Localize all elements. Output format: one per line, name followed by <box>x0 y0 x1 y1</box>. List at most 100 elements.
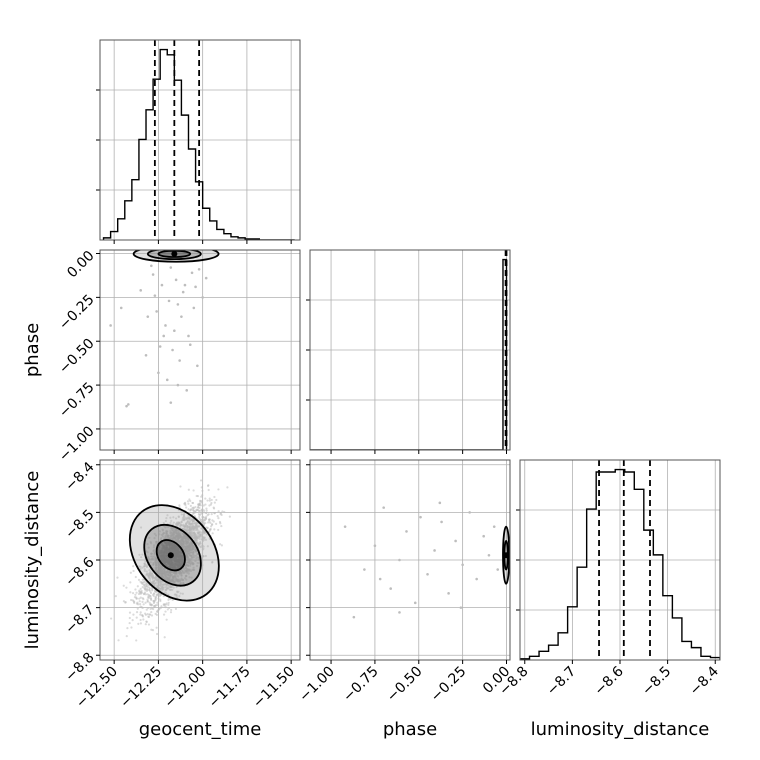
sample-point <box>159 599 162 603</box>
sample-point <box>180 513 183 516</box>
sample-point <box>176 554 179 558</box>
sample-point <box>159 566 162 569</box>
sample-point <box>152 594 156 598</box>
sample-point <box>117 639 120 642</box>
sample-point-24 <box>187 334 190 338</box>
sample-point <box>146 588 149 591</box>
sample-point-8 <box>413 601 417 605</box>
sample-point <box>174 549 177 552</box>
sample-point <box>138 600 141 603</box>
sample-point <box>179 571 182 575</box>
sample-point <box>202 511 206 514</box>
sample-point <box>199 533 202 536</box>
sample-point <box>163 583 166 586</box>
sample-point <box>201 538 205 541</box>
sample-point <box>185 540 188 543</box>
sample-point <box>150 614 154 617</box>
sample-point <box>179 485 182 488</box>
sample-point <box>139 605 142 608</box>
sample-point <box>151 577 154 581</box>
sample-point <box>170 526 173 530</box>
sample-point <box>154 578 157 581</box>
sample-point <box>192 531 195 534</box>
sample-point <box>196 556 199 559</box>
sample-point <box>163 572 166 575</box>
sample-point <box>141 586 144 589</box>
sample-point <box>190 576 193 579</box>
sample-point <box>152 582 155 585</box>
sample-point <box>139 613 142 616</box>
sample-point <box>213 528 216 531</box>
sample-point <box>185 563 188 566</box>
sample-point <box>177 521 181 525</box>
sample-point <box>186 561 190 564</box>
sample-point <box>147 576 150 579</box>
sample-point <box>172 567 175 570</box>
sample-point <box>226 486 229 489</box>
sample-point <box>190 522 193 525</box>
sample-point <box>154 604 157 607</box>
sample-point-15 <box>171 348 174 352</box>
sample-point <box>193 536 197 539</box>
sample-point <box>116 576 119 579</box>
sample-point <box>183 526 187 529</box>
sample-point <box>201 564 204 567</box>
sample-point <box>125 635 128 638</box>
sample-point <box>206 545 209 548</box>
sample-point <box>188 529 191 532</box>
sample-point <box>126 627 129 630</box>
sample-point <box>167 571 170 574</box>
sample-point <box>183 567 186 570</box>
sample-point <box>169 611 173 614</box>
sample-point <box>159 606 162 610</box>
sample-point <box>165 618 168 621</box>
sample-point <box>183 517 186 521</box>
sample-point <box>151 607 154 610</box>
sample-point <box>179 582 183 585</box>
sample-point <box>161 555 164 558</box>
sample-point <box>196 552 199 556</box>
sample-point <box>182 534 185 537</box>
sample-point <box>122 600 126 603</box>
sample-point-7 <box>405 530 408 533</box>
sample-point <box>145 620 148 623</box>
sample-point-3 <box>373 544 377 548</box>
sample-point <box>186 520 189 523</box>
sample-point <box>217 517 220 520</box>
sample-point-11 <box>164 324 167 327</box>
sample-point <box>145 565 148 568</box>
sample-point <box>176 524 179 527</box>
sample-point <box>152 561 155 565</box>
sample-point <box>164 605 167 609</box>
sample-point-18 <box>176 303 180 306</box>
sample-point <box>129 591 132 594</box>
sample-point <box>200 531 203 534</box>
sample-point <box>167 585 170 588</box>
sample-point <box>147 594 151 597</box>
sample-point <box>217 510 220 513</box>
sample-point <box>179 539 182 542</box>
sample-point <box>219 543 222 546</box>
sample-point <box>179 592 182 595</box>
sample-point <box>182 548 185 551</box>
sample-point <box>134 575 137 579</box>
sample-point-35 <box>150 264 153 268</box>
hist-frame-geocent-time <box>99 39 301 241</box>
sample-point <box>170 608 173 612</box>
sample-point <box>177 532 180 535</box>
sample-point <box>178 578 181 581</box>
sample-point <box>192 520 195 523</box>
sample-point <box>204 531 207 534</box>
sample-point <box>156 603 160 607</box>
x-tick-label-luminosity-distance-1: −8.7 <box>544 664 579 699</box>
sample-point <box>172 532 175 535</box>
sample-point-20 <box>492 525 496 528</box>
sample-point <box>174 517 178 520</box>
sample-point-1 <box>352 615 356 619</box>
sample-point <box>157 597 160 600</box>
sample-point <box>129 598 133 602</box>
sample-point <box>174 554 177 557</box>
sample-point <box>195 494 198 498</box>
sample-point <box>197 533 200 536</box>
